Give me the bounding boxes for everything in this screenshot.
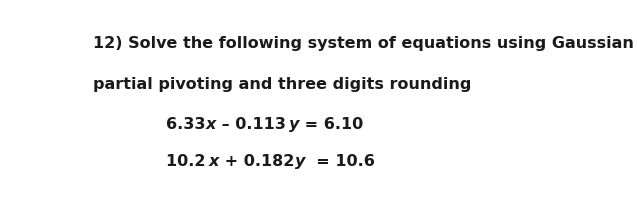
Text: = 6.10: = 6.10 [299, 117, 364, 132]
Text: 10.2: 10.2 [166, 154, 209, 169]
Text: x: x [209, 154, 219, 169]
Text: y: y [289, 117, 299, 132]
Text: 12) Solve the following system of equations using Gaussian elimination with: 12) Solve the following system of equati… [94, 36, 637, 51]
Text: – 0.113: – 0.113 [216, 117, 289, 132]
Text: + 0.182: + 0.182 [219, 154, 294, 169]
Text: 6.33: 6.33 [166, 117, 206, 132]
Text: = 10.6: = 10.6 [305, 154, 375, 169]
Text: x: x [206, 117, 216, 132]
Text: partial pivoting and three digits rounding: partial pivoting and three digits roundi… [94, 76, 472, 92]
Text: y: y [294, 154, 305, 169]
